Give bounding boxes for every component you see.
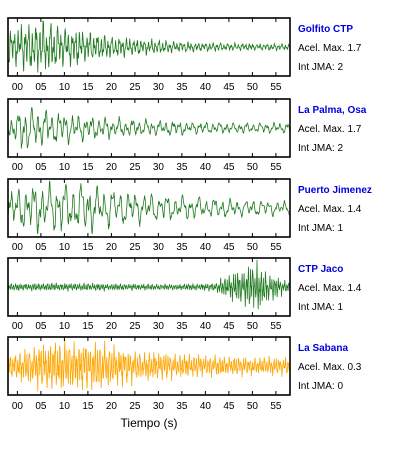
x-tick-label-0-1: 05 xyxy=(35,82,47,93)
station-name-3: CTP Jaco xyxy=(298,264,343,275)
x-tick-label-4-0: 00 xyxy=(12,401,24,412)
x-tick-label-4-3: 15 xyxy=(82,401,94,412)
x-tick-label-1-3: 15 xyxy=(82,162,94,173)
x-tick-label-3-11: 55 xyxy=(270,321,282,332)
x-tick-label-2-5: 25 xyxy=(129,242,141,253)
x-tick-label-3-3: 15 xyxy=(82,321,94,332)
x-tick-label-1-7: 35 xyxy=(176,162,188,173)
waveform-3 xyxy=(7,259,291,310)
panel-frame-2 xyxy=(7,178,291,238)
acel-max-4: Acel. Max. 0.3 xyxy=(298,362,362,373)
x-tick-label-1-1: 05 xyxy=(35,162,47,173)
x-tick-label-0-6: 30 xyxy=(153,82,165,93)
panel-frame-0 xyxy=(7,17,291,77)
x-tick-label-3-7: 35 xyxy=(176,321,188,332)
x-axis-label: Tiempo (s) xyxy=(121,416,178,430)
x-tick-label-1-4: 20 xyxy=(106,162,118,173)
x-tick-label-3-6: 30 xyxy=(153,321,165,332)
x-tick-label-1-5: 25 xyxy=(129,162,141,173)
waveform-2 xyxy=(7,180,291,235)
x-tick-label-4-6: 30 xyxy=(153,401,165,412)
x-tick-label-1-0: 00 xyxy=(12,162,24,173)
x-tick-label-4-4: 20 xyxy=(106,401,118,412)
x-tick-label-3-10: 50 xyxy=(247,321,259,332)
int-jma-1: Int JMA: 2 xyxy=(298,143,343,154)
x-tick-label-1-9: 45 xyxy=(223,162,235,173)
x-tick-label-2-8: 40 xyxy=(200,242,212,253)
x-tick-label-0-11: 55 xyxy=(270,82,282,93)
x-tick-label-2-7: 35 xyxy=(176,242,188,253)
x-tick-label-3-4: 20 xyxy=(106,321,118,332)
acel-max-2: Acel. Max. 1.4 xyxy=(298,204,362,215)
panel-frame-3 xyxy=(7,257,291,317)
x-tick-label-2-4: 20 xyxy=(106,242,118,253)
x-tick-label-1-10: 50 xyxy=(247,162,259,173)
int-jma-3: Int JMA: 1 xyxy=(298,302,343,313)
waveform-0 xyxy=(7,20,291,73)
x-tick-label-0-10: 50 xyxy=(247,82,259,93)
int-jma-2: Int JMA: 1 xyxy=(298,223,343,234)
x-tick-label-3-2: 10 xyxy=(59,321,71,332)
x-tick-label-2-11: 55 xyxy=(270,242,282,253)
x-tick-label-4-11: 55 xyxy=(270,401,282,412)
acel-max-0: Acel. Max. 1.7 xyxy=(298,43,362,54)
x-tick-label-0-3: 15 xyxy=(82,82,94,93)
x-tick-label-2-3: 15 xyxy=(82,242,94,253)
x-tick-label-1-2: 10 xyxy=(59,162,71,173)
x-tick-label-3-8: 40 xyxy=(200,321,212,332)
int-jma-0: Int JMA: 2 xyxy=(298,62,343,73)
x-tick-label-1-11: 55 xyxy=(270,162,282,173)
x-tick-label-4-2: 10 xyxy=(59,401,71,412)
station-name-4: La Sabana xyxy=(298,343,348,354)
x-tick-label-0-2: 10 xyxy=(59,82,71,93)
x-tick-label-0-5: 25 xyxy=(129,82,141,93)
x-tick-label-2-6: 30 xyxy=(153,242,165,253)
x-tick-label-0-9: 45 xyxy=(223,82,235,93)
x-tick-label-3-1: 05 xyxy=(35,321,47,332)
x-tick-label-2-0: 00 xyxy=(12,242,24,253)
x-tick-label-4-5: 25 xyxy=(129,401,141,412)
x-tick-label-4-9: 45 xyxy=(223,401,235,412)
acel-max-1: Acel. Max. 1.7 xyxy=(298,124,362,135)
x-tick-label-3-0: 00 xyxy=(12,321,24,332)
x-tick-label-4-7: 35 xyxy=(176,401,188,412)
acel-max-3: Acel. Max. 1.4 xyxy=(298,283,362,294)
station-name-1: La Palma, Osa xyxy=(298,105,367,116)
x-tick-label-4-10: 50 xyxy=(247,401,259,412)
x-tick-label-2-10: 50 xyxy=(247,242,259,253)
x-tick-label-2-9: 45 xyxy=(223,242,235,253)
station-name-2: Puerto Jimenez xyxy=(298,185,372,196)
x-tick-label-2-2: 10 xyxy=(59,242,71,253)
x-tick-label-0-4: 20 xyxy=(106,82,118,93)
x-tick-label-1-6: 30 xyxy=(153,162,165,173)
x-tick-label-2-1: 05 xyxy=(35,242,47,253)
x-tick-label-0-7: 35 xyxy=(176,82,188,93)
x-tick-label-0-0: 00 xyxy=(12,82,24,93)
x-tick-label-0-8: 40 xyxy=(200,82,212,93)
panel-frame-1 xyxy=(7,98,291,158)
panel-frame-4 xyxy=(7,336,291,396)
x-tick-label-4-1: 05 xyxy=(35,401,47,412)
waveform-1 xyxy=(7,107,291,149)
x-tick-label-4-8: 40 xyxy=(200,401,212,412)
x-tick-label-1-8: 40 xyxy=(200,162,212,173)
x-tick-label-3-5: 25 xyxy=(129,321,141,332)
x-tick-label-3-9: 45 xyxy=(223,321,235,332)
int-jma-4: Int JMA: 0 xyxy=(298,381,343,392)
waveform-4 xyxy=(7,338,291,392)
station-name-0: Golfito CTP xyxy=(298,24,353,35)
